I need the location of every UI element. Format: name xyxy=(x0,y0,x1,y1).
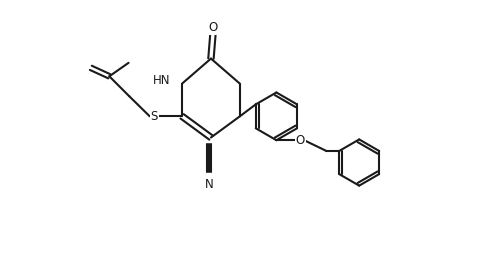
Text: O: O xyxy=(296,134,305,147)
Text: S: S xyxy=(151,110,158,123)
Text: HN: HN xyxy=(153,74,171,87)
Text: N: N xyxy=(205,178,214,191)
Text: O: O xyxy=(208,21,217,34)
